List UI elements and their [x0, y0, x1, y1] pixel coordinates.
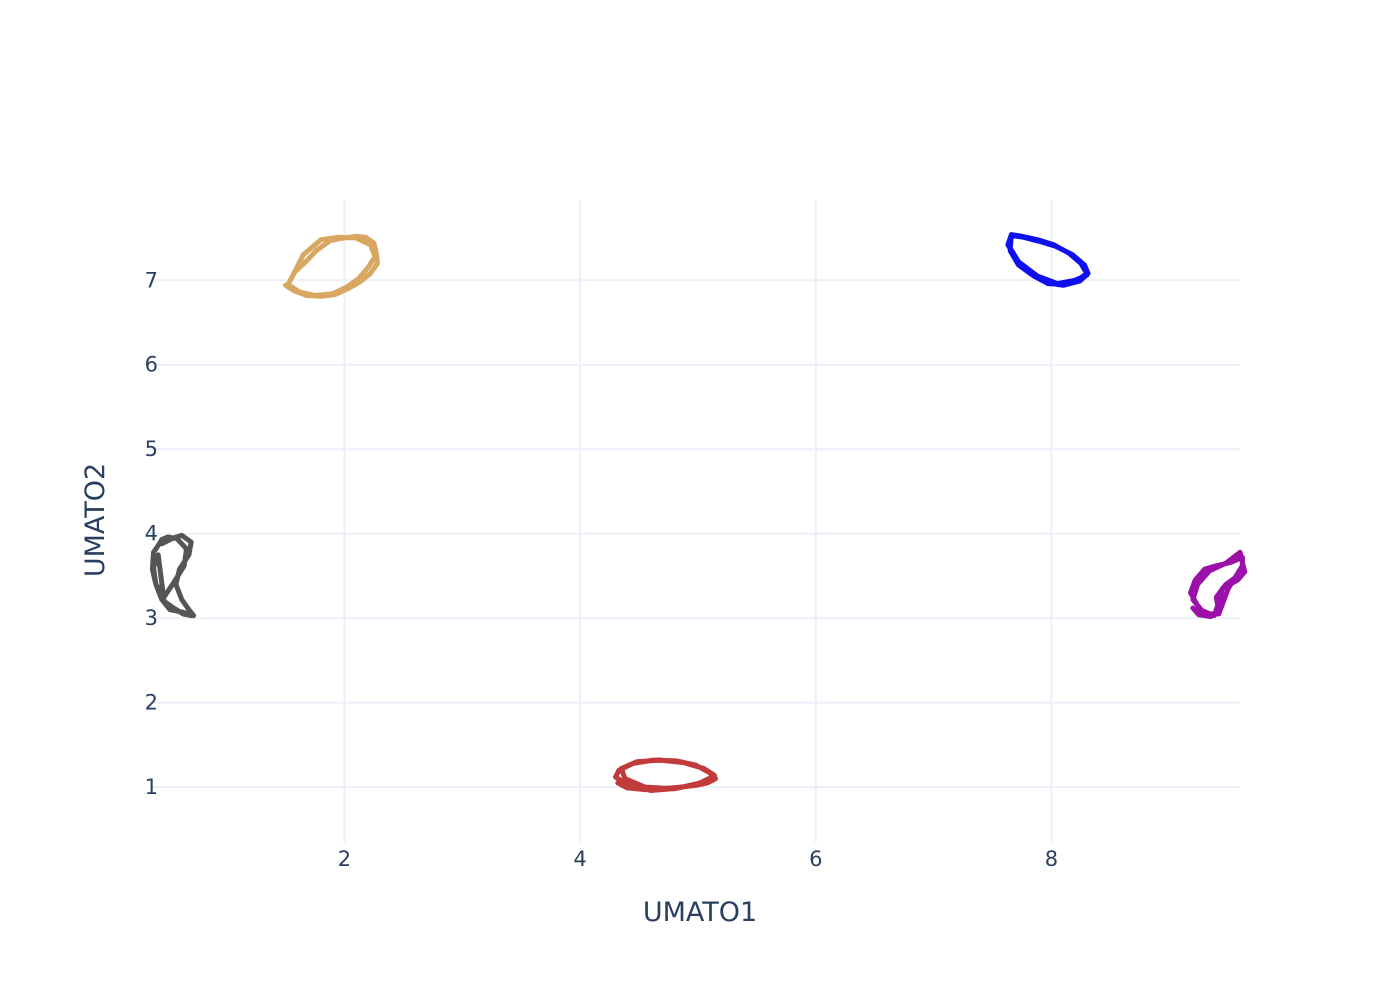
x-tick-label-2: 2: [338, 847, 351, 871]
y-tick-label-7: 7: [145, 268, 158, 292]
y-tick-label-5: 5: [145, 437, 158, 461]
y-tick-label-3: 3: [145, 606, 158, 630]
y-tick-label-4: 4: [145, 522, 158, 546]
cluster-red-trace: [613, 757, 719, 793]
cluster-blue-trace: [1005, 232, 1091, 288]
y-axis-title: UMATO2: [80, 463, 111, 577]
tick-layer: 2 4 6 8 1 2 3 4 5 6 7: [145, 268, 1059, 871]
y-tick-label-6: 6: [145, 353, 158, 377]
x-tick-label-8: 8: [1045, 847, 1058, 871]
y-tick-label-2: 2: [145, 691, 158, 715]
trace-layer: [149, 232, 1248, 793]
x-axis-title: UMATO1: [643, 897, 757, 928]
cluster-tan-trace: [283, 233, 380, 299]
cluster-purple-trace: [1188, 549, 1248, 619]
x-tick-label-4: 4: [573, 847, 586, 871]
x-tick-label-6: 6: [809, 847, 822, 871]
y-tick-label-1: 1: [145, 775, 158, 799]
cluster-gray-trace: [149, 532, 197, 619]
